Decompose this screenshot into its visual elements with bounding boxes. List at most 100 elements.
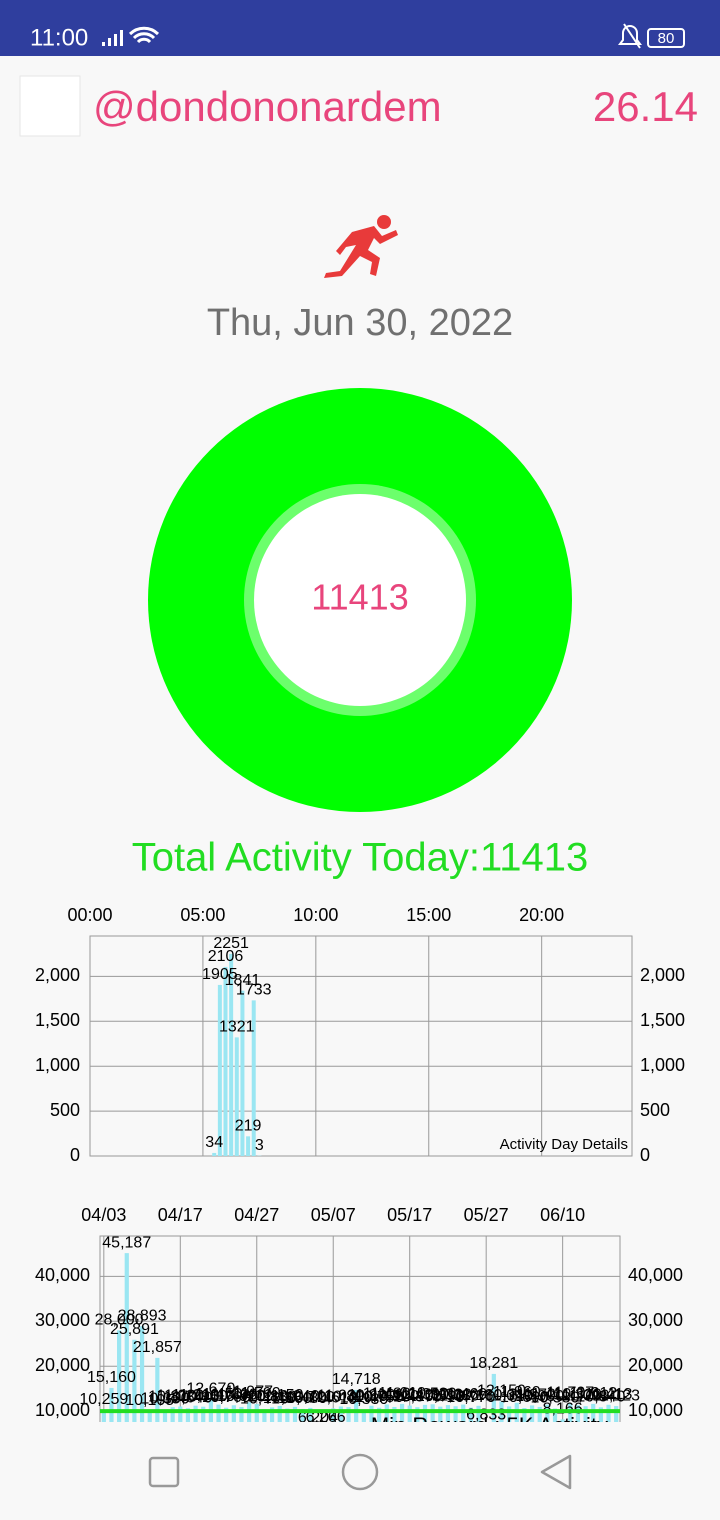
bar <box>346 1407 351 1422</box>
y2-tick-label: 500 <box>640 1100 670 1120</box>
data-label: 10,940 <box>271 1388 320 1405</box>
y-tick-label: 1,500 <box>35 1010 80 1030</box>
bar <box>246 1136 251 1156</box>
bar <box>212 1152 217 1156</box>
data-label: 10,770 <box>446 1389 495 1406</box>
bar <box>338 1406 343 1422</box>
x-tick-label: 06/10 <box>540 1205 585 1225</box>
data-label: 2106 <box>208 948 244 965</box>
data-label: 15,160 <box>87 1369 136 1386</box>
nav-bar <box>0 1422 720 1520</box>
data-label: 11,590 <box>233 1385 281 1402</box>
bar <box>438 1406 443 1422</box>
bar <box>162 1409 168 1422</box>
status-bar <box>0 0 720 56</box>
data-label: 11,123 <box>592 1387 640 1404</box>
data-label: 28,893 <box>118 1307 167 1324</box>
data-label: 1321 <box>219 1019 255 1036</box>
x-tick-label: 05:00 <box>180 905 225 925</box>
data-label: 12,670 <box>186 1380 235 1397</box>
y-tick-label: 20,000 <box>35 1355 90 1375</box>
username[interactable]: @dondononardem <box>93 83 442 130</box>
data-label: 10,980 <box>179 1388 228 1405</box>
y2-tick-label: 20,000 <box>628 1355 683 1375</box>
data-label: 2251 <box>213 935 249 952</box>
data-label: 10,480 <box>278 1390 327 1407</box>
bar <box>269 1407 275 1422</box>
bar <box>384 1404 389 1422</box>
bar <box>124 1253 129 1422</box>
bar <box>223 966 228 1156</box>
data-label: 11,413 <box>585 1386 633 1403</box>
avatar[interactable] <box>19 75 81 137</box>
signal-icons <box>102 23 685 49</box>
chart-description: Activity Day Details <box>500 1136 628 1153</box>
recents-button[interactable] <box>148 1456 180 1488</box>
data-label: 10,259 <box>79 1391 128 1408</box>
x-tick-label: 05/17 <box>387 1205 432 1225</box>
bar <box>598 1407 603 1422</box>
data-label: 11,200 <box>348 1387 396 1404</box>
data-label: 10,870 <box>148 1388 197 1405</box>
hourly-chart: 0 0 500 500 1,000 1,000 1,500 1,500 2,000 2,000 00… <box>35 905 685 1165</box>
bar <box>185 1408 191 1422</box>
y-tick-label: 500 <box>50 1100 80 1120</box>
data-label: 45,187 <box>102 1234 151 1251</box>
bar <box>234 1037 239 1156</box>
bar <box>354 1389 359 1422</box>
data-label: 10,920 <box>217 1388 266 1405</box>
y2-tick-label: 10,000 <box>628 1400 683 1420</box>
bar <box>545 1404 550 1422</box>
bar <box>560 1419 565 1422</box>
bar <box>552 1408 558 1422</box>
bar <box>537 1406 542 1422</box>
bar <box>217 984 222 1156</box>
x-tick-label: 05/07 <box>311 1205 356 1225</box>
home-button[interactable] <box>341 1453 379 1491</box>
data-label: 10,840 <box>576 1389 625 1406</box>
data-label: 10,750 <box>355 1389 404 1406</box>
bar <box>461 1404 466 1422</box>
bar <box>277 1405 282 1422</box>
data-label: 25,891 <box>110 1321 159 1338</box>
bar <box>239 1406 244 1422</box>
ring-center <box>254 494 466 706</box>
data-label: 12,150 <box>477 1383 526 1400</box>
data-label: 11,020 <box>156 1388 204 1405</box>
data-label: 10,350 <box>141 1391 190 1408</box>
bar <box>224 1407 229 1422</box>
bar <box>529 1405 535 1422</box>
data-label: 11,150 <box>256 1387 304 1404</box>
x-tick-label: 15:00 <box>406 905 451 925</box>
back-button[interactable] <box>540 1454 572 1490</box>
bar <box>132 1339 137 1422</box>
data-label: 11,410 <box>523 1386 571 1403</box>
bar <box>139 1326 145 1422</box>
x-tick-label: 20:00 <box>519 905 564 925</box>
bar <box>476 1405 481 1422</box>
bar <box>300 1408 305 1422</box>
y-tick-label: 1,000 <box>35 1055 80 1075</box>
bar <box>285 1408 290 1422</box>
y-tick-label: 2,000 <box>35 965 80 985</box>
bar <box>507 1406 512 1422</box>
data-label: 11,612 <box>569 1385 617 1402</box>
data-label: 18,281 <box>469 1355 518 1372</box>
data-label: 10,560 <box>263 1390 312 1407</box>
bar <box>109 1387 114 1422</box>
data-label: 11,180 <box>455 1387 503 1404</box>
y-tick-label: 10,000 <box>35 1400 90 1420</box>
data-label: 11,860 <box>493 1384 541 1401</box>
data-label: 10,580 <box>531 1390 580 1407</box>
data-label: 11,330 <box>424 1386 472 1403</box>
y-tick-label: 0 <box>70 1145 80 1165</box>
data-label: 11,080 <box>432 1387 480 1404</box>
ring-value: 11413 <box>311 577 408 618</box>
data-label: 10,760 <box>202 1389 251 1406</box>
bar <box>422 1404 428 1422</box>
data-label: 11,460 <box>439 1386 487 1403</box>
bar <box>155 1357 160 1422</box>
bar <box>117 1330 122 1422</box>
data-label: 10,610 <box>309 1390 358 1407</box>
